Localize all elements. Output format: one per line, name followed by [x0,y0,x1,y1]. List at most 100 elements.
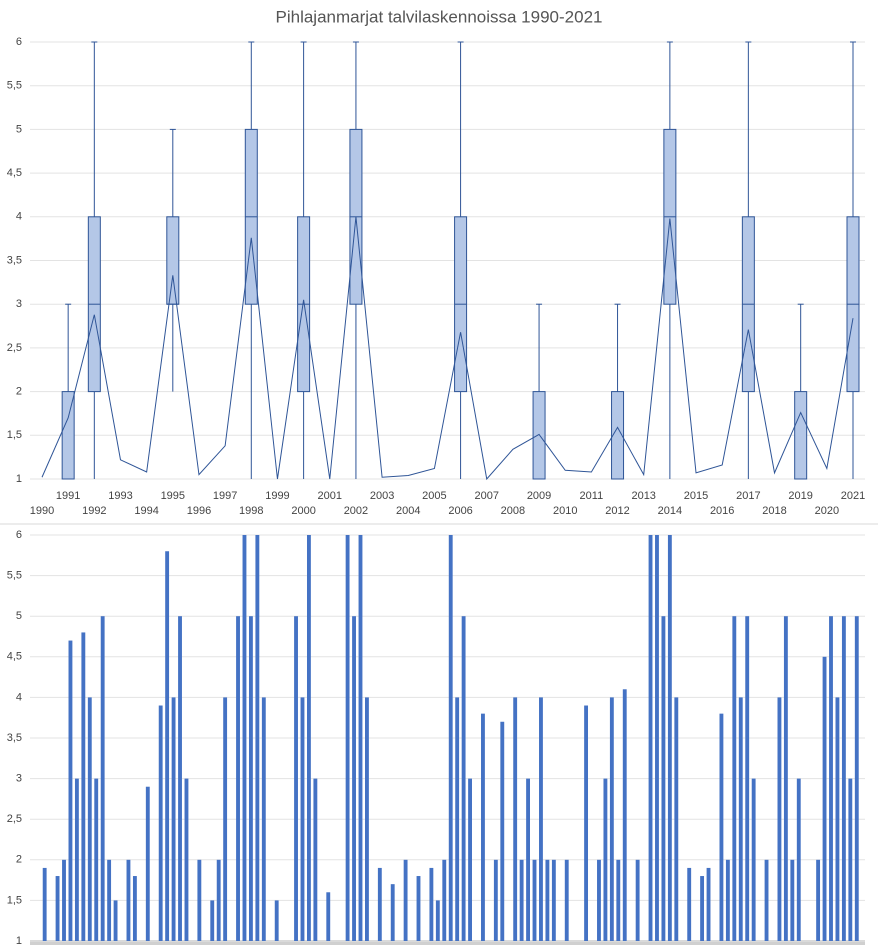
bar [442,859,447,941]
bar [745,616,750,941]
bar [216,859,221,941]
bar [539,697,543,941]
bar [197,859,202,941]
x-tick-label: 2008 [501,505,525,517]
bar [306,535,311,941]
x-tick-label: 2009 [527,490,551,502]
bar [94,778,99,941]
bar [358,535,363,941]
bar [848,778,853,941]
bar [616,859,621,941]
x-tick-label: 2000 [291,505,315,517]
bar [81,632,86,941]
bar [635,859,640,941]
bar [738,697,743,941]
y-tick-label: 2 [16,854,22,866]
bar [687,867,692,941]
x-tick-label: 2007 [474,490,498,502]
x-tick-label: 1997 [213,490,237,502]
x-tick-label: 2012 [605,505,629,517]
y-tick-label: 3 [16,298,22,310]
baseline-band [30,940,865,945]
bar [68,640,73,941]
x-tick-label: 2020 [815,505,839,517]
bar [513,697,518,941]
bar [700,876,705,941]
y-tick-label: 3,5 [7,254,22,266]
bar [416,876,421,941]
bar [706,867,711,941]
bar [732,616,737,941]
x-tick-label: 2021 [841,490,865,502]
bar [835,697,840,941]
bar [313,778,318,941]
y-tick-label: 4,5 [7,651,22,663]
bar [435,900,440,941]
y-tick-label: 6 [16,36,22,48]
y-tick-label: 1 [16,473,22,485]
y-tick-label: 2,5 [7,342,22,354]
y-tick-label: 2 [16,386,22,398]
x-tick-label: 2002 [344,505,368,517]
bar [674,697,679,941]
bar [468,778,472,941]
bar [532,859,537,941]
x-tick-label: 1991 [56,490,80,502]
x-tick-label: 1994 [134,505,158,517]
bar [87,697,92,941]
bar [171,697,176,941]
bar [667,535,672,941]
x-tick-label: 2006 [448,505,472,517]
bar [74,778,79,941]
mean-line [41,216,854,481]
bar [816,859,821,941]
bar [326,892,331,941]
bar [661,616,666,941]
x-tick-label: 2018 [762,505,786,517]
bar [294,616,298,941]
bar [545,859,550,941]
bar [751,778,756,941]
y-tick-label: 5 [16,123,22,135]
x-tick-label: 2005 [422,490,446,502]
x-tick-label: 2016 [710,505,734,517]
bar [55,876,60,941]
bar [42,867,47,941]
bar [210,900,215,941]
bar [584,705,589,941]
bar [113,900,118,941]
bar [551,859,556,941]
bar [403,859,408,941]
bar [796,778,801,941]
bar [255,535,260,941]
bar [461,616,466,941]
bar [526,778,530,941]
bar [377,867,382,941]
bar [777,697,782,941]
bar [493,859,498,941]
y-tick-label: 4,5 [7,167,22,179]
x-tick-label: 2011 [580,490,604,502]
x-tick-label: 2013 [631,490,655,502]
bar [132,876,137,941]
bar [500,721,505,941]
bar [603,778,608,941]
bar [345,535,350,941]
x-tick-label: 2014 [658,505,682,517]
x-tick-label: 2019 [788,490,812,502]
y-tick-label: 1,5 [7,429,22,441]
x-tick-label: 2003 [370,490,394,502]
bar [719,713,724,941]
x-tick-label: 1993 [108,490,132,502]
x-tick-label: 2001 [318,490,342,502]
x-tick-label: 1996 [187,505,211,517]
bar [822,656,827,941]
bar [390,884,395,941]
bar [274,900,279,941]
bar [352,616,356,941]
y-tick-label: 5 [16,610,22,622]
y-tick-label: 3 [16,773,22,785]
bar [829,616,833,941]
bar [564,859,569,941]
